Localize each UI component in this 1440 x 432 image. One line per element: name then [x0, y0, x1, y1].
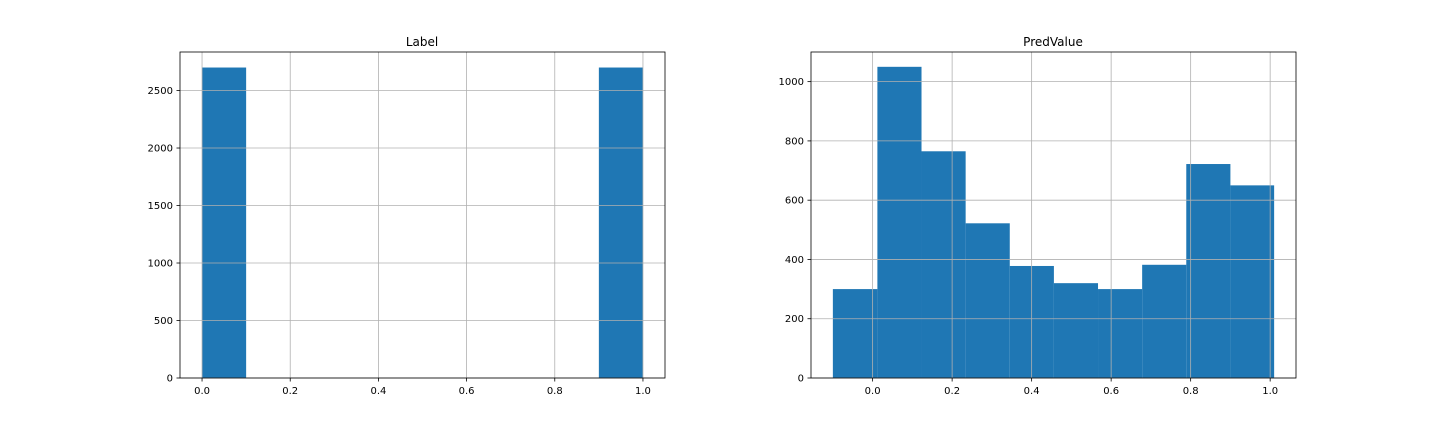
axes-frame [810, 51, 1297, 379]
y-tick-label: 1000 [779, 77, 804, 88]
histogram-bar [1186, 164, 1231, 378]
axes-frame [179, 51, 666, 379]
y-tick-label: 500 [154, 316, 173, 327]
x-tick-label: 0.8 [547, 386, 563, 397]
histogram-bar [832, 289, 878, 378]
x-tick-label: 0.6 [1103, 386, 1119, 397]
histogram-bar [1230, 185, 1275, 378]
x-tick-label: 0.2 [944, 386, 960, 397]
chart-title: Label [406, 35, 438, 49]
bars [832, 66, 1275, 379]
x-tick-label: 0.2 [282, 386, 298, 397]
y-tick-label: 1000 [148, 259, 173, 270]
y-tick-label: 1500 [148, 201, 173, 212]
y-tick-label: 2500 [148, 86, 173, 97]
histogram-bar [1098, 289, 1143, 378]
y-tick-label: 0 [167, 374, 173, 385]
x-tick-label: 1.0 [1262, 386, 1278, 397]
histogram-bar [877, 66, 922, 379]
y-tick-label: 2000 [148, 144, 173, 155]
x-tick-label: 0.4 [1024, 386, 1040, 397]
histogram-label: Label 0.0 0.2 0.4 0.6 0.8 1.0 0 500 1000 1500 2000… [148, 35, 666, 397]
x-tick-label: 0.6 [459, 386, 475, 397]
histogram-bar [202, 67, 247, 379]
y-tick-label: 600 [785, 196, 804, 207]
chart-title: PredValue [1023, 35, 1083, 49]
bars [202, 67, 643, 379]
x-tick-label: 0.8 [1183, 386, 1199, 397]
y-tick-label: 800 [785, 136, 804, 147]
y-tick-label: 400 [785, 255, 804, 266]
x-tick-label: 0.0 [194, 386, 210, 397]
histogram-predvalue: PredValue 0.0 0.2 0.4 0.6 0.8 1.0 0 200 400 600 80… [779, 35, 1297, 397]
histogram-bar [921, 151, 966, 378]
histogram-bar [1142, 264, 1187, 378]
histogram-bar [598, 67, 643, 379]
x-tick-label: 1.0 [635, 386, 651, 397]
histogram-bar [965, 223, 1010, 378]
y-tick-label: 200 [785, 314, 804, 325]
y-tick-label: 0 [798, 374, 804, 385]
x-tick-label: 0.4 [370, 386, 386, 397]
x-tick-label: 0.0 [865, 386, 881, 397]
histogram-bar [1053, 283, 1099, 378]
